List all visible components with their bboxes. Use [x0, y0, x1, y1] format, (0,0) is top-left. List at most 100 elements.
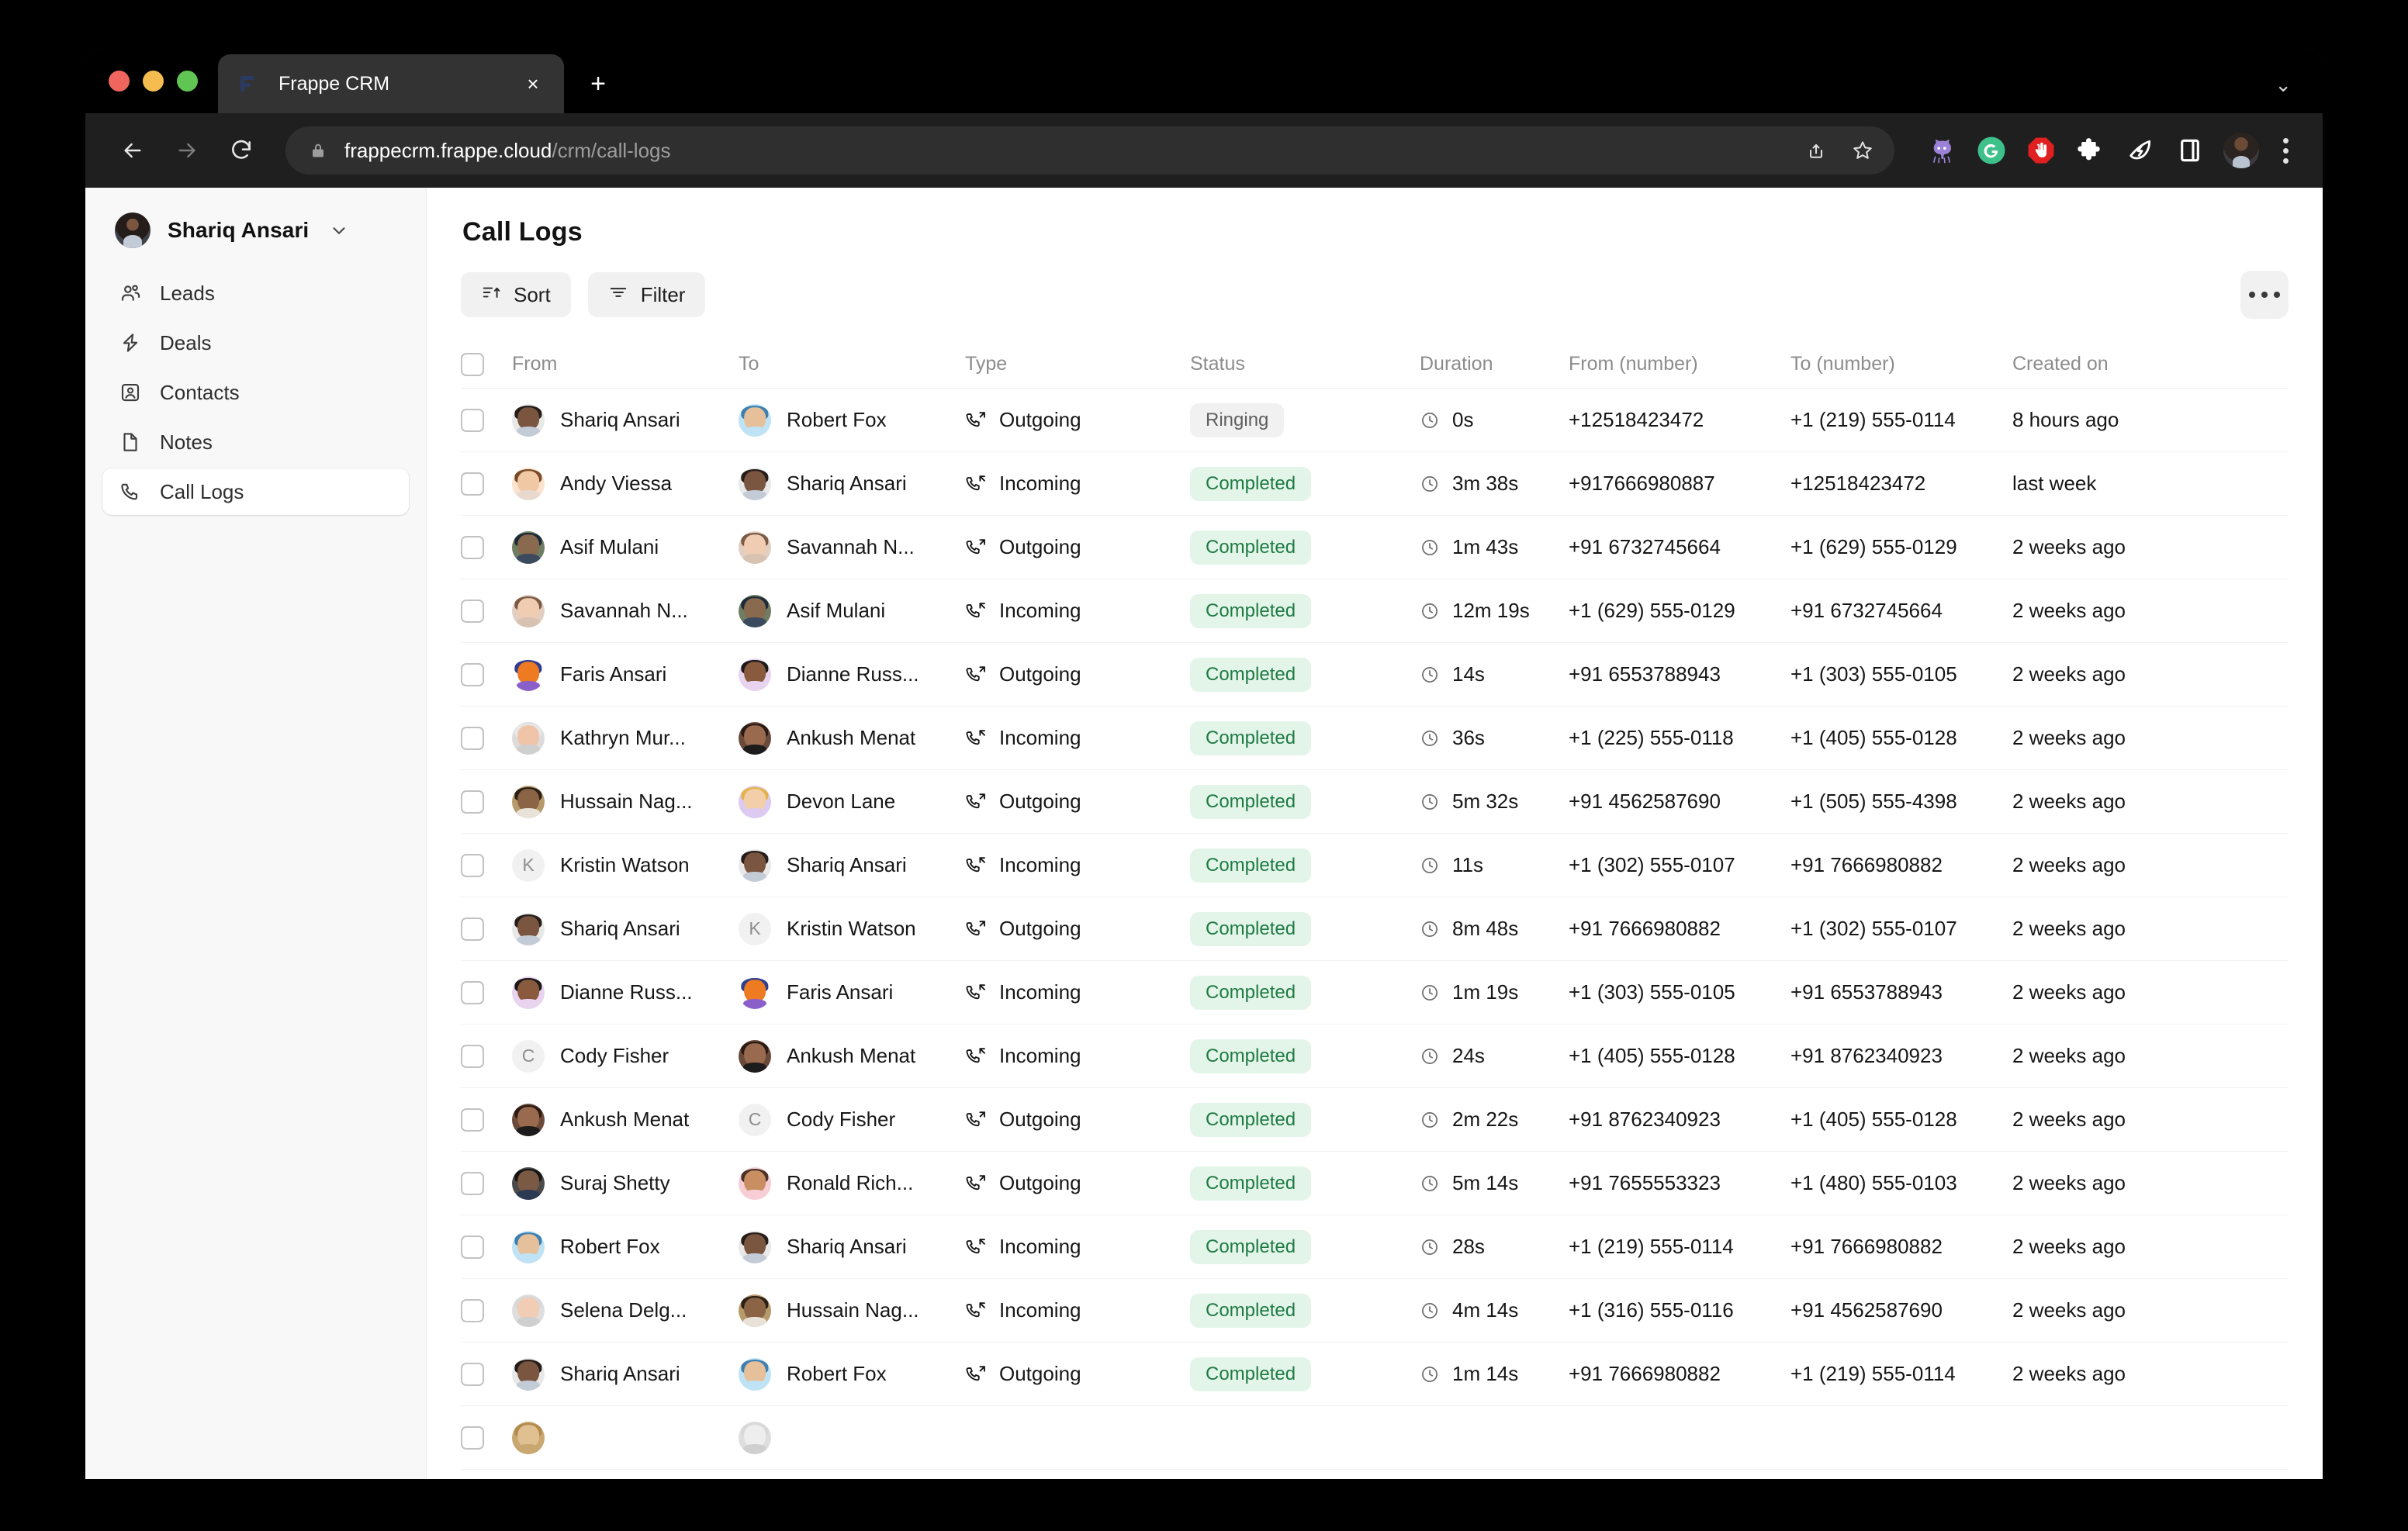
- minimize-window-button[interactable]: [143, 70, 164, 92]
- cell-from[interactable]: Shariq Ansari: [512, 1357, 739, 1391]
- row-checkbox[interactable]: [461, 535, 512, 559]
- cell-from[interactable]: Shariq Ansari: [512, 403, 739, 437]
- sidebar-item-notes[interactable]: Notes: [102, 419, 409, 465]
- column-header-type[interactable]: Type: [965, 353, 1008, 375]
- row-checkbox[interactable]: [461, 1108, 512, 1132]
- filter-button[interactable]: Filter: [587, 272, 706, 317]
- table-row[interactable]: Dianne Russ... Faris Ansari Incoming Comple…: [461, 961, 2289, 1025]
- row-checkbox[interactable]: [461, 408, 512, 432]
- table-row[interactable]: C Cody Fisher Ankush Menat Incoming Complete…: [461, 1025, 2289, 1088]
- cell-from[interactable]: K Kristin Watson: [512, 848, 739, 882]
- column-header-status[interactable]: Status: [1190, 353, 1245, 375]
- cell-to[interactable]: Dianne Russ...: [739, 658, 965, 691]
- table-row[interactable]: Ankush Menat C Cody Fisher Outgoing Complete…: [461, 1088, 2289, 1152]
- side-panel-icon[interactable]: [2171, 131, 2209, 170]
- puzzle-extensions-icon[interactable]: [2071, 131, 2110, 170]
- grammarly-icon[interactable]: [1972, 131, 2011, 170]
- row-checkbox[interactable]: [461, 853, 512, 877]
- forward-arrow-icon[interactable]: [166, 130, 208, 171]
- chevron-down-icon[interactable]: ⌄: [2275, 73, 2292, 96]
- adblock-icon[interactable]: [2022, 131, 2060, 170]
- sidebar-item-leads[interactable]: Leads: [102, 270, 409, 316]
- close-window-button[interactable]: [109, 70, 130, 92]
- table-row[interactable]: K Kristin Watson Shariq Ansari Incoming Comp…: [461, 834, 2289, 897]
- address-bar[interactable]: frappecrm.frappe.cloud/crm/call-logs: [285, 126, 1894, 175]
- cell-from[interactable]: [512, 1421, 739, 1454]
- back-arrow-icon[interactable]: [112, 130, 154, 171]
- cell-from[interactable]: Ankush Menat: [512, 1103, 739, 1136]
- table-row[interactable]: Suraj Shetty Ronald Rich... Outgoing Comple…: [461, 1152, 2289, 1215]
- cell-from[interactable]: Kathryn Mur...: [512, 721, 739, 755]
- table-row[interactable]: Faris Ansari Dianne Russ... Outgoing Comple…: [461, 643, 2289, 707]
- cell-to[interactable]: Shariq Ansari: [739, 848, 965, 882]
- cell-from[interactable]: Hussain Nag...: [512, 785, 739, 818]
- cell-from[interactable]: Suraj Shetty: [512, 1166, 739, 1200]
- table-row[interactable]: Shariq Ansari Robert Fox Outgoing Completed…: [461, 1343, 2289, 1406]
- bookmark-star-icon[interactable]: [1842, 130, 1884, 171]
- table-row[interactable]: Savannah N... Asif Mulani Incoming Complete…: [461, 579, 2289, 643]
- table-row[interactable]: [461, 1406, 2289, 1470]
- cell-to[interactable]: Ronald Rich...: [739, 1166, 965, 1200]
- cell-to[interactable]: K Kristin Watson: [739, 912, 965, 945]
- row-checkbox[interactable]: [461, 1171, 512, 1195]
- row-checkbox[interactable]: [461, 1426, 512, 1450]
- cell-to[interactable]: Ankush Menat: [739, 721, 965, 755]
- cell-to[interactable]: Devon Lane: [739, 785, 965, 818]
- column-header-created-on[interactable]: Created on: [2012, 353, 2109, 375]
- row-checkbox[interactable]: [461, 790, 512, 814]
- new-tab-button[interactable]: +: [590, 68, 606, 98]
- more-options-button[interactable]: [2240, 271, 2289, 319]
- table-row[interactable]: Kathryn Mur... Ankush Menat Incoming Comple…: [461, 707, 2289, 770]
- cell-to[interactable]: Savannah N...: [739, 530, 965, 564]
- column-header-from[interactable]: From: [512, 353, 558, 375]
- sidebar-item-deals[interactable]: Deals: [102, 320, 409, 366]
- cell-from[interactable]: Savannah N...: [512, 594, 739, 627]
- sort-button[interactable]: Sort: [461, 272, 571, 317]
- cell-to[interactable]: Hussain Nag...: [739, 1294, 965, 1327]
- reload-icon[interactable]: [220, 130, 262, 171]
- row-checkbox[interactable]: [461, 1235, 512, 1259]
- cell-from[interactable]: Shariq Ansari: [512, 912, 739, 945]
- sidebar-item-call-logs[interactable]: Call Logs: [102, 468, 409, 515]
- row-checkbox[interactable]: [461, 726, 512, 750]
- cell-from[interactable]: Asif Mulani: [512, 530, 739, 564]
- cell-from[interactable]: Faris Ansari: [512, 658, 739, 691]
- maximize-window-button[interactable]: [177, 70, 198, 92]
- row-checkbox[interactable]: [461, 599, 512, 623]
- browser-tab[interactable]: Frappe CRM ×: [218, 54, 564, 113]
- cell-from[interactable]: C Cody Fisher: [512, 1039, 739, 1073]
- user-dropdown[interactable]: Shariq Ansari: [102, 205, 409, 256]
- column-header-duration[interactable]: Duration: [1420, 353, 1493, 375]
- table-row[interactable]: Hussain Nag... Devon Lane Outgoing Complete…: [461, 770, 2289, 834]
- select-all-checkbox[interactable]: [461, 352, 512, 376]
- octocat-icon[interactable]: [1922, 131, 1961, 170]
- sidebar-item-contacts[interactable]: Contacts: [102, 369, 409, 416]
- table-row[interactable]: Asif Mulani Savannah N... Outgoing Complete…: [461, 516, 2289, 579]
- cell-to[interactable]: Faris Ansari: [739, 976, 965, 1009]
- kebab-menu-icon[interactable]: [2268, 130, 2302, 171]
- share-icon[interactable]: [1795, 130, 1837, 171]
- row-checkbox[interactable]: [461, 1298, 512, 1322]
- close-icon[interactable]: ×: [527, 71, 539, 95]
- cell-to[interactable]: [739, 1421, 965, 1454]
- cell-to[interactable]: Robert Fox: [739, 403, 965, 437]
- table-row[interactable]: Andy Viessa Shariq Ansari Incoming Complete…: [461, 452, 2289, 516]
- table-row[interactable]: Robert Fox Shariq Ansari Incoming Completed…: [461, 1215, 2289, 1279]
- profile-avatar[interactable]: [2223, 133, 2259, 168]
- row-checkbox[interactable]: [461, 1362, 512, 1386]
- cell-to[interactable]: Shariq Ansari: [739, 467, 965, 500]
- cell-from[interactable]: Selena Delg...: [512, 1294, 739, 1327]
- table-row[interactable]: Shariq Ansari Robert Fox Outgoing Ringing 0s…: [461, 389, 2289, 452]
- cell-from[interactable]: Dianne Russ...: [512, 976, 739, 1009]
- column-header-from-number[interactable]: From (number): [1569, 353, 1698, 375]
- cell-to[interactable]: C Cody Fisher: [739, 1103, 965, 1136]
- table-row[interactable]: Shariq Ansari K Kristin Watson Outgoing Comp…: [461, 897, 2289, 961]
- table-row[interactable]: Selena Delg... Hussain Nag... Incoming Comp…: [461, 1279, 2289, 1343]
- cell-from[interactable]: Robert Fox: [512, 1230, 739, 1263]
- cell-to[interactable]: Shariq Ansari: [739, 1230, 965, 1263]
- row-checkbox[interactable]: [461, 1044, 512, 1068]
- cell-to[interactable]: Asif Mulani: [739, 594, 965, 627]
- column-header-to-number[interactable]: To (number): [1790, 353, 1895, 375]
- cell-from[interactable]: Andy Viessa: [512, 467, 739, 500]
- row-checkbox[interactable]: [461, 917, 512, 941]
